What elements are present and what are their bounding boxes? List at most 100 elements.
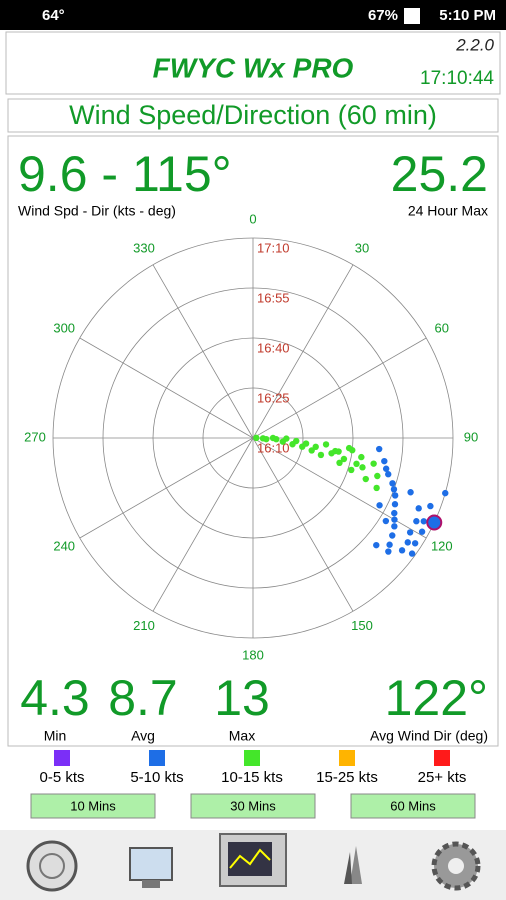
wind-point bbox=[391, 492, 399, 499]
wind-point bbox=[302, 440, 310, 447]
angle-label: 240 bbox=[53, 538, 75, 553]
wind-point bbox=[345, 444, 353, 452]
time-label: 16:55 bbox=[257, 290, 290, 305]
wind-point bbox=[348, 466, 355, 474]
legend-swatch bbox=[149, 750, 165, 766]
stat-value: 4.3 bbox=[20, 670, 90, 726]
wind-point bbox=[373, 541, 380, 549]
wind-point bbox=[263, 435, 270, 443]
spoke bbox=[79, 337, 254, 439]
range-button-label[interactable]: 60 Mins bbox=[390, 798, 436, 813]
spoke bbox=[252, 264, 354, 439]
wind-point bbox=[312, 443, 319, 451]
wind-point bbox=[273, 436, 280, 443]
wind-point bbox=[382, 517, 390, 525]
wind-point bbox=[373, 484, 380, 492]
stat-value: 8.7 bbox=[108, 670, 178, 726]
wind-point bbox=[322, 441, 330, 448]
spoke bbox=[152, 264, 254, 439]
range-button[interactable] bbox=[30, 793, 156, 819]
nav-compass[interactable] bbox=[26, 840, 78, 892]
wind-point bbox=[389, 532, 396, 539]
spoke bbox=[252, 437, 354, 612]
wind-point bbox=[413, 518, 420, 525]
wind-point bbox=[381, 457, 388, 465]
range-button-label[interactable]: 10 Mins bbox=[70, 798, 116, 813]
wind-point bbox=[391, 516, 398, 523]
nav-settings[interactable] bbox=[431, 841, 481, 891]
angle-label: 0 bbox=[249, 211, 256, 226]
status-bar bbox=[0, 0, 506, 30]
max-label: 24 Hour Max bbox=[408, 203, 488, 219]
latest-point bbox=[426, 514, 443, 531]
angle-label: 60 bbox=[435, 320, 449, 335]
range-button[interactable] bbox=[350, 793, 476, 819]
avg-dir: 122° bbox=[385, 670, 488, 726]
wind-point bbox=[415, 505, 422, 512]
stat-value: 13 bbox=[214, 670, 270, 726]
wind-point bbox=[358, 453, 365, 461]
panel-title-box bbox=[7, 98, 499, 133]
max-wind: 25.2 bbox=[391, 146, 488, 202]
wind-point bbox=[376, 502, 383, 509]
angle-label: 120 bbox=[431, 538, 453, 553]
version: 2.2.0 bbox=[455, 35, 494, 54]
spoke bbox=[152, 437, 254, 612]
time-label: 16:40 bbox=[257, 340, 290, 355]
wind-point bbox=[418, 528, 426, 535]
angle-label: 300 bbox=[53, 320, 75, 335]
legend-swatch bbox=[339, 750, 355, 766]
legend-label: 10-15 kts bbox=[221, 769, 283, 786]
wind-point bbox=[420, 518, 427, 525]
wind-point bbox=[406, 529, 414, 536]
wind-point bbox=[353, 460, 360, 468]
spoke bbox=[252, 337, 427, 439]
nav-monitor[interactable] bbox=[129, 847, 173, 888]
wind-point bbox=[336, 459, 343, 467]
range-button-label[interactable]: 30 Mins bbox=[230, 798, 276, 813]
wind-point bbox=[389, 480, 396, 487]
spoke bbox=[252, 437, 427, 539]
wind-point bbox=[335, 448, 342, 455]
wind-point bbox=[391, 509, 398, 517]
wind-point bbox=[391, 523, 398, 530]
angle-label: 150 bbox=[351, 618, 373, 633]
panel-title: Wind Speed/Direction (60 min) bbox=[69, 100, 437, 130]
wind-point bbox=[374, 472, 381, 480]
temperature: 64° bbox=[42, 7, 65, 24]
wind-point bbox=[317, 451, 325, 459]
wind-point bbox=[385, 548, 392, 555]
current-wind: 9.6 - 115° bbox=[18, 146, 232, 202]
wind-point bbox=[340, 455, 348, 463]
wind-point bbox=[390, 486, 398, 493]
legend-swatch bbox=[434, 750, 450, 766]
angle-label: 180 bbox=[242, 647, 264, 662]
legend-label: 0-5 kts bbox=[39, 769, 84, 786]
wind-point bbox=[408, 550, 416, 557]
wind-point bbox=[385, 471, 392, 478]
wind-point bbox=[283, 435, 290, 442]
app-title: FWYC Wx PRO bbox=[153, 52, 354, 83]
stat-label: Min bbox=[44, 728, 67, 744]
angle-label: 270 bbox=[24, 429, 46, 444]
wind-point bbox=[404, 539, 411, 546]
range-button[interactable] bbox=[190, 793, 316, 819]
angle-label: 90 bbox=[464, 429, 478, 444]
wind-point bbox=[359, 464, 366, 471]
legend-swatch bbox=[54, 750, 70, 766]
legend-label: 5-10 kts bbox=[130, 769, 183, 786]
legend-label: 15-25 kts bbox=[316, 769, 378, 786]
wind-point bbox=[362, 475, 369, 483]
nav-sail[interactable] bbox=[344, 846, 362, 884]
time-label: 17:10 bbox=[257, 240, 290, 255]
nav-graph[interactable] bbox=[219, 833, 287, 887]
time-label: 16:25 bbox=[257, 390, 290, 405]
stat-label: Avg bbox=[131, 728, 155, 744]
angle-label: 210 bbox=[133, 618, 155, 633]
wind-point bbox=[253, 434, 260, 442]
update-time: 17:10:44 bbox=[420, 68, 494, 89]
avg-dir-label: Avg Wind Dir (deg) bbox=[370, 728, 488, 744]
wind-point bbox=[375, 445, 383, 453]
legend-label: 25+ kts bbox=[418, 769, 467, 786]
